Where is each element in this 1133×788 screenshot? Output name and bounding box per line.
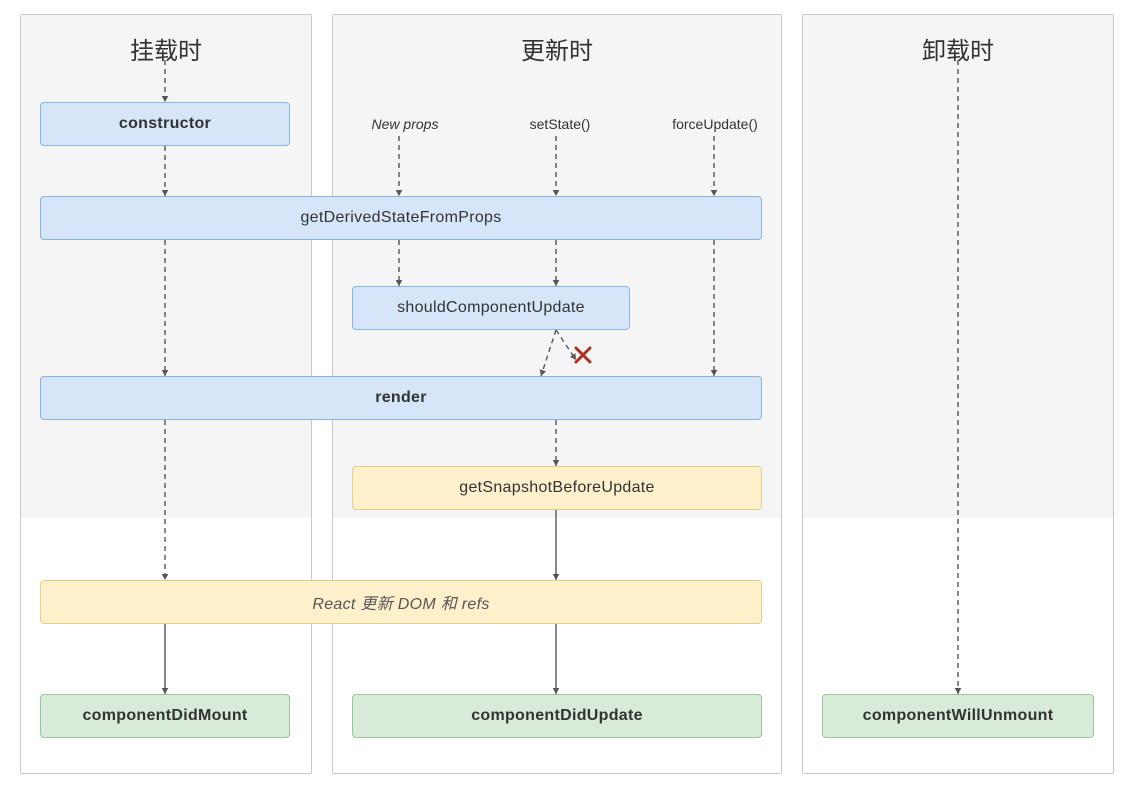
label-setstate: setState() (510, 116, 610, 132)
column-upper-bg (803, 15, 1113, 518)
node-getsnapshotbeforeupdate: getSnapshotBeforeUpdate (352, 466, 762, 510)
node-render: render (40, 376, 762, 420)
column-upper-bg (333, 15, 781, 518)
node-componentdidupdate: componentDidUpdate (352, 694, 762, 738)
lifecycle-diagram: 挂载时 更新时 卸载时 New props setState() forceUp… (0, 0, 1133, 788)
column-update-title: 更新时 (333, 31, 781, 66)
label-forceupdate: forceUpdate() (660, 116, 770, 132)
label-new-props: New props (360, 116, 450, 132)
column-unmount: 卸载时 (802, 14, 1114, 774)
column-unmount-title: 卸载时 (803, 31, 1113, 66)
node-getderivedstatefromprops: getDerivedStateFromProps (40, 196, 762, 240)
column-mount-title: 挂载时 (21, 31, 311, 66)
node-constructor: constructor (40, 102, 290, 146)
node-shouldcomponentupdate: shouldComponentUpdate (352, 286, 630, 330)
column-upper-bg (21, 15, 311, 518)
node-componentwillunmount: componentWillUnmount (822, 694, 1094, 738)
node-componentdidmount: componentDidMount (40, 694, 290, 738)
node-react-update-dom: React 更新 DOM 和 refs (40, 580, 762, 624)
